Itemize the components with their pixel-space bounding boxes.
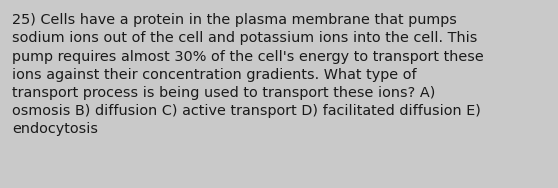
Text: 25) Cells have a protein in the plasma membrane that pumps
sodium ions out of th: 25) Cells have a protein in the plasma m… xyxy=(12,13,484,136)
